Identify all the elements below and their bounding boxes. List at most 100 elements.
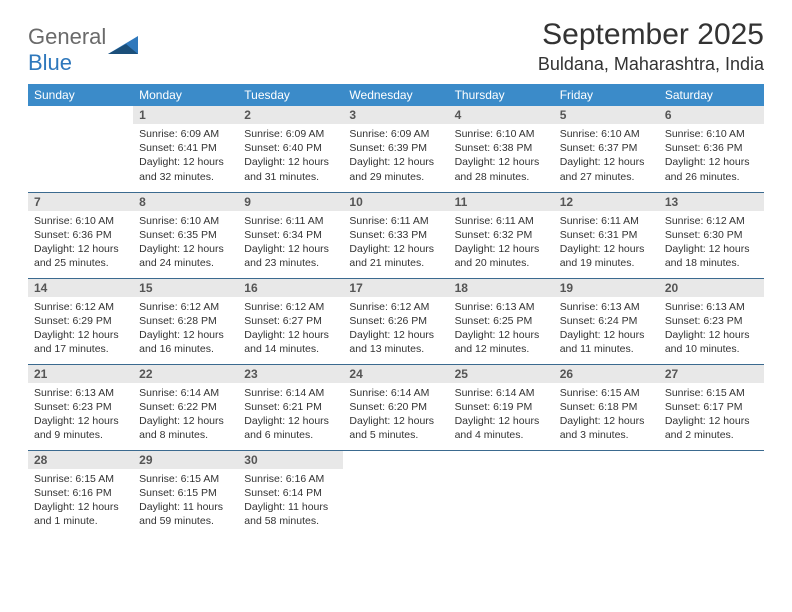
logo-triangle-icon bbox=[108, 36, 142, 58]
calendar-day-cell: 3Sunrise: 6:09 AMSunset: 6:39 PMDaylight… bbox=[343, 106, 448, 192]
day-number: 14 bbox=[28, 279, 133, 297]
calendar-day-cell: 15 Sunrise: 6:12 AMSunset: 6:28 PMDayligh… bbox=[133, 278, 238, 364]
day-info: Sunrise: 6:13 AMSunset: 6:23 PMDaylight:… bbox=[34, 386, 127, 443]
calendar-day-cell: 10 Sunrise: 6:11 AMSunset: 6:33 PMDayligh… bbox=[343, 192, 448, 278]
calendar-day-cell: 2Sunrise: 6:09 AMSunset: 6:40 PMDaylight… bbox=[238, 106, 343, 192]
calendar-empty-cell bbox=[659, 450, 764, 536]
calendar-empty-cell bbox=[343, 450, 448, 536]
day-info: Sunrise: 6:12 AMSunset: 6:27 PMDaylight:… bbox=[244, 300, 337, 357]
day-info: Sunrise: 6:12 AMSunset: 6:29 PMDaylight:… bbox=[34, 300, 127, 357]
day-info: Sunrise: 6:10 AMSunset: 6:36 PMDaylight:… bbox=[34, 214, 127, 271]
day-number: 26 bbox=[554, 365, 659, 383]
day-number: 17 bbox=[343, 279, 448, 297]
day-number: 27 bbox=[659, 365, 764, 383]
calendar-day-cell: 22 Sunrise: 6:14 AMSunset: 6:22 PMDayligh… bbox=[133, 364, 238, 450]
calendar-day-cell: 6Sunrise: 6:10 AMSunset: 6:36 PMDaylight… bbox=[659, 106, 764, 192]
calendar-week-row: 1 Sunrise: 6:09 AMSunset: 6:41 PMDaylight… bbox=[28, 106, 764, 192]
day-number: 13 bbox=[659, 193, 764, 211]
calendar-day-cell: 13 Sunrise: 6:12 AMSunset: 6:30 PMDayligh… bbox=[659, 192, 764, 278]
day-info: Sunrise: 6:09 AMSunset: 6:39 PMDaylight:… bbox=[349, 127, 442, 184]
calendar-day-cell: 24 Sunrise: 6:14 AMSunset: 6:20 PMDayligh… bbox=[343, 364, 448, 450]
calendar-day-cell: 20 Sunrise: 6:13 AMSunset: 6:23 PMDayligh… bbox=[659, 278, 764, 364]
calendar-day-cell: 18Sunrise: 6:13 AMSunset: 6:25 PMDayligh… bbox=[449, 278, 554, 364]
day-info: Sunrise: 6:15 AMSunset: 6:17 PMDaylight:… bbox=[665, 386, 758, 443]
day-number: 29 bbox=[133, 451, 238, 469]
calendar-day-cell: 14 Sunrise: 6:12 AMSunset: 6:29 PMDayligh… bbox=[28, 278, 133, 364]
day-number: 15 bbox=[133, 279, 238, 297]
calendar-week-row: 7 Sunrise: 6:10 AMSunset: 6:36 PMDaylight… bbox=[28, 192, 764, 278]
day-info: Sunrise: 6:14 AMSunset: 6:21 PMDaylight:… bbox=[244, 386, 337, 443]
day-info: Sunrise: 6:11 AMSunset: 6:34 PMDaylight:… bbox=[244, 214, 337, 271]
calendar-day-cell: 23 Sunrise: 6:14 AMSunset: 6:21 PMDayligh… bbox=[238, 364, 343, 450]
day-info: Sunrise: 6:10 AMSunset: 6:36 PMDaylight:… bbox=[665, 127, 758, 184]
calendar-day-cell: 16Sunrise: 6:12 AMSunset: 6:27 PMDayligh… bbox=[238, 278, 343, 364]
calendar-empty-cell bbox=[554, 450, 659, 536]
day-number: 12 bbox=[554, 193, 659, 211]
day-info: Sunrise: 6:10 AMSunset: 6:35 PMDaylight:… bbox=[139, 214, 232, 271]
day-number: 2 bbox=[238, 106, 343, 124]
calendar-week-row: 14 Sunrise: 6:12 AMSunset: 6:29 PMDayligh… bbox=[28, 278, 764, 364]
weekday-header: Wednesday bbox=[343, 84, 448, 106]
day-info: Sunrise: 6:15 AMSunset: 6:18 PMDaylight:… bbox=[560, 386, 653, 443]
calendar-empty-cell bbox=[449, 450, 554, 536]
calendar-day-cell: 21 Sunrise: 6:13 AMSunset: 6:23 PMDayligh… bbox=[28, 364, 133, 450]
day-info: Sunrise: 6:12 AMSunset: 6:28 PMDaylight:… bbox=[139, 300, 232, 357]
day-number: 10 bbox=[343, 193, 448, 211]
calendar-day-cell: 5 Sunrise: 6:10 AMSunset: 6:37 PMDaylight… bbox=[554, 106, 659, 192]
day-number: 23 bbox=[238, 365, 343, 383]
day-info: Sunrise: 6:11 AMSunset: 6:32 PMDaylight:… bbox=[455, 214, 548, 271]
calendar-empty-cell bbox=[28, 106, 133, 192]
calendar-day-cell: 4 Sunrise: 6:10 AMSunset: 6:38 PMDaylight… bbox=[449, 106, 554, 192]
calendar-table: SundayMondayTuesdayWednesdayThursdayFrid… bbox=[28, 84, 764, 536]
day-info: Sunrise: 6:11 AMSunset: 6:31 PMDaylight:… bbox=[560, 214, 653, 271]
day-number: 11 bbox=[449, 193, 554, 211]
header: General Blue September 2025 Buldana, Mah… bbox=[28, 18, 764, 76]
title-block: September 2025 Buldana, Maharashtra, Ind… bbox=[538, 18, 764, 75]
calendar-day-cell: 19 Sunrise: 6:13 AMSunset: 6:24 PMDayligh… bbox=[554, 278, 659, 364]
day-info: Sunrise: 6:15 AMSunset: 6:16 PMDaylight:… bbox=[34, 472, 127, 529]
day-info: Sunrise: 6:15 AMSunset: 6:15 PMDaylight:… bbox=[139, 472, 232, 529]
calendar-day-cell: 27 Sunrise: 6:15 AMSunset: 6:17 PMDayligh… bbox=[659, 364, 764, 450]
day-number: 1 bbox=[133, 106, 238, 124]
logo-word2: Blue bbox=[28, 50, 72, 75]
day-number: 8 bbox=[133, 193, 238, 211]
calendar-day-cell: 7 Sunrise: 6:10 AMSunset: 6:36 PMDaylight… bbox=[28, 192, 133, 278]
day-number: 7 bbox=[28, 193, 133, 211]
calendar-week-row: 28 Sunrise: 6:15 AMSunset: 6:16 PMDayligh… bbox=[28, 450, 764, 536]
calendar-day-cell: 1 Sunrise: 6:09 AMSunset: 6:41 PMDaylight… bbox=[133, 106, 238, 192]
day-number: 5 bbox=[554, 106, 659, 124]
day-info: Sunrise: 6:10 AMSunset: 6:38 PMDaylight:… bbox=[455, 127, 548, 184]
day-number: 22 bbox=[133, 365, 238, 383]
day-info: Sunrise: 6:12 AMSunset: 6:26 PMDaylight:… bbox=[349, 300, 442, 357]
day-info: Sunrise: 6:14 AMSunset: 6:20 PMDaylight:… bbox=[349, 386, 442, 443]
weekday-header-row: SundayMondayTuesdayWednesdayThursdayFrid… bbox=[28, 84, 764, 106]
weekday-header: Saturday bbox=[659, 84, 764, 106]
day-info: Sunrise: 6:13 AMSunset: 6:24 PMDaylight:… bbox=[560, 300, 653, 357]
day-info: Sunrise: 6:13 AMSunset: 6:23 PMDaylight:… bbox=[665, 300, 758, 357]
logo-word1: General bbox=[28, 24, 106, 49]
weekday-header: Thursday bbox=[449, 84, 554, 106]
day-info: Sunrise: 6:14 AMSunset: 6:22 PMDaylight:… bbox=[139, 386, 232, 443]
day-info: Sunrise: 6:14 AMSunset: 6:19 PMDaylight:… bbox=[455, 386, 548, 443]
weekday-header: Monday bbox=[133, 84, 238, 106]
logo-text: General Blue bbox=[28, 24, 106, 76]
calendar-day-cell: 28 Sunrise: 6:15 AMSunset: 6:16 PMDayligh… bbox=[28, 450, 133, 536]
calendar-day-cell: 9Sunrise: 6:11 AMSunset: 6:34 PMDaylight… bbox=[238, 192, 343, 278]
day-number: 24 bbox=[343, 365, 448, 383]
day-info: Sunrise: 6:13 AMSunset: 6:25 PMDaylight:… bbox=[455, 300, 548, 357]
logo: General Blue bbox=[28, 18, 142, 76]
calendar-day-cell: 11 Sunrise: 6:11 AMSunset: 6:32 PMDayligh… bbox=[449, 192, 554, 278]
day-number: 21 bbox=[28, 365, 133, 383]
day-info: Sunrise: 6:09 AMSunset: 6:41 PMDaylight:… bbox=[139, 127, 232, 184]
calendar-day-cell: 25Sunrise: 6:14 AMSunset: 6:19 PMDayligh… bbox=[449, 364, 554, 450]
day-info: Sunrise: 6:10 AMSunset: 6:37 PMDaylight:… bbox=[560, 127, 653, 184]
day-number: 30 bbox=[238, 451, 343, 469]
day-info: Sunrise: 6:12 AMSunset: 6:30 PMDaylight:… bbox=[665, 214, 758, 271]
calendar-day-cell: 17 Sunrise: 6:12 AMSunset: 6:26 PMDayligh… bbox=[343, 278, 448, 364]
day-number: 19 bbox=[554, 279, 659, 297]
day-number: 20 bbox=[659, 279, 764, 297]
day-info: Sunrise: 6:16 AMSunset: 6:14 PMDaylight:… bbox=[244, 472, 337, 529]
day-number: 28 bbox=[28, 451, 133, 469]
day-number: 4 bbox=[449, 106, 554, 124]
day-info: Sunrise: 6:11 AMSunset: 6:33 PMDaylight:… bbox=[349, 214, 442, 271]
